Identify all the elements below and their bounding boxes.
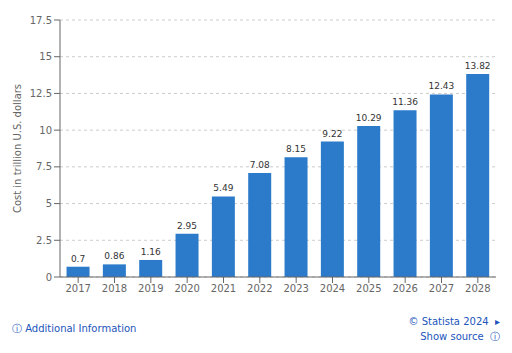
svg-text:15: 15	[39, 51, 52, 62]
svg-text:11.36: 11.36	[392, 97, 418, 107]
svg-text:2.5: 2.5	[36, 235, 52, 246]
svg-text:2028: 2028	[465, 283, 490, 294]
svg-text:5: 5	[46, 198, 52, 209]
svg-text:2019: 2019	[138, 283, 163, 294]
svg-text:5.49: 5.49	[213, 183, 233, 193]
svg-text:2020: 2020	[174, 283, 199, 294]
svg-text:0: 0	[46, 272, 52, 283]
svg-text:0.7: 0.7	[71, 254, 85, 264]
svg-text:10.29: 10.29	[356, 113, 382, 123]
svg-text:9.22: 9.22	[322, 129, 342, 139]
svg-text:1.16: 1.16	[141, 247, 161, 257]
svg-text:7.5: 7.5	[36, 161, 52, 172]
svg-text:10: 10	[39, 125, 52, 136]
svg-text:8.15: 8.15	[286, 144, 306, 154]
svg-text:2022: 2022	[247, 283, 272, 294]
html-text:ⓘ Additional Information: ⓘ Additional Information	[12, 323, 137, 334]
svg-text:Cost in trillion U.S. dollars: Cost in trillion U.S. dollars	[12, 84, 23, 213]
svg-text:17.5: 17.5	[30, 15, 52, 26]
svg-text:13.82: 13.82	[465, 61, 491, 71]
svg-text:2021: 2021	[211, 283, 236, 294]
svg-text:2024: 2024	[320, 283, 345, 294]
svg-text:2025: 2025	[356, 283, 381, 294]
svg-text:2023: 2023	[283, 283, 308, 294]
svg-text:2018: 2018	[102, 283, 127, 294]
html-text:© Statista 2024 ▸: © Statista 2024 ▸	[408, 316, 500, 327]
svg-text:2026: 2026	[392, 283, 417, 294]
svg-text:2017: 2017	[65, 283, 90, 294]
svg-text:7.08: 7.08	[250, 160, 270, 170]
svg-text:2027: 2027	[429, 283, 454, 294]
svg-text:12.43: 12.43	[428, 81, 454, 91]
svg-text:12.5: 12.5	[30, 88, 52, 99]
html-text:Show source ⓘ: Show source ⓘ	[420, 331, 500, 342]
svg-text:0.86: 0.86	[104, 251, 124, 261]
svg-text:2.95: 2.95	[177, 221, 197, 231]
